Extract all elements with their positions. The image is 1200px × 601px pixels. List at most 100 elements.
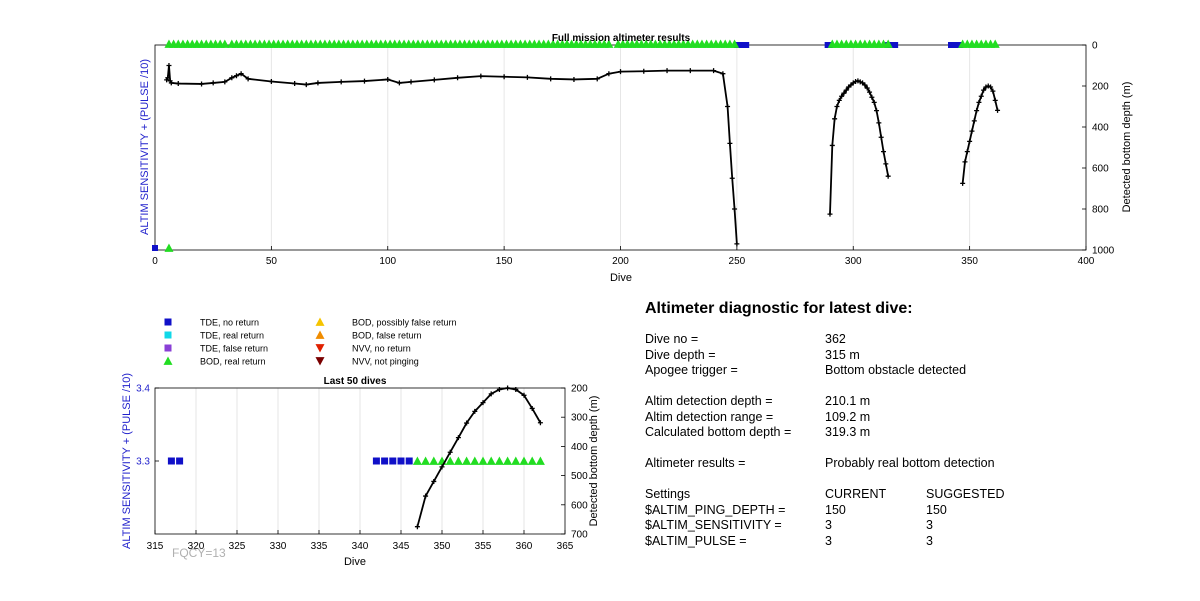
depth-point-marker — [862, 82, 868, 88]
depth-series-line — [165, 65, 738, 244]
diag-key: Apogee trigger = — [645, 363, 738, 377]
depth-point-marker — [478, 73, 484, 79]
depth-point-marker — [199, 81, 205, 87]
depth-point-marker — [414, 524, 420, 530]
top-chart-x-ticks: 0 50 100 150 200 250 300 350 400 — [152, 246, 1095, 267]
tde-no-return-marker — [892, 42, 899, 48]
bod-real-return-marker — [604, 39, 614, 48]
depth-point-marker — [505, 385, 511, 391]
top-x-tick-label: 150 — [496, 256, 513, 267]
bod-real-return-marker — [519, 456, 529, 465]
settings-header: Settings CURRENT SUGGESTED — [645, 487, 1065, 503]
settings-header-label: Settings — [645, 487, 691, 501]
depth-point-marker — [869, 94, 875, 100]
bod-real-return-marker — [527, 456, 537, 465]
depth-point-marker — [361, 78, 367, 84]
diag-value: 319.3 m — [825, 425, 871, 439]
legend-triangle-up-marker — [163, 356, 173, 365]
diag-row-apogee-trigger: Apogee trigger = Bottom obstacle detected — [645, 363, 1065, 379]
bottom-chart-x-ticks: 315 320 325 330 335 340 345 350 355 360 365 — [147, 530, 574, 552]
tde-no-return-marker — [372, 457, 380, 465]
top-chart: 0 50 100 150 200 250 300 350 400 0 200 400 600 800 10… — [139, 33, 1133, 284]
top-x-tick-label: 50 — [266, 256, 278, 267]
depth-point-marker — [408, 79, 414, 85]
depth-point-marker — [168, 80, 174, 86]
bottom-right-y-tick-label: 700 — [571, 530, 588, 541]
bottom-x-tick-label: 335 — [311, 541, 328, 552]
depth-point-marker — [606, 71, 612, 77]
setting-row-sensitivity: $ALTIM_SENSITIVITY = 3 3 — [645, 518, 1065, 534]
diag-value: Bottom obstacle detected — [825, 363, 967, 377]
bod-real-return-marker — [990, 39, 1000, 48]
top-y-tick-label: 400 — [1092, 123, 1109, 134]
depth-point-marker — [864, 85, 870, 91]
depth-point-marker — [687, 68, 693, 74]
depth-point-marker — [976, 99, 982, 105]
depth-point-marker — [729, 175, 735, 181]
bottom-chart-left-y-ticks: 3.3 3.4 — [136, 384, 159, 468]
legend-square-marker — [164, 331, 172, 339]
diag-spacer — [645, 441, 1065, 457]
depth-point-marker — [423, 493, 429, 499]
diag-key: Altimeter results = — [645, 456, 746, 470]
depth-point-marker — [233, 73, 239, 79]
depth-point-marker — [960, 180, 966, 186]
bottom-x-tick-label: 355 — [475, 541, 492, 552]
top-x-tick-label: 350 — [961, 256, 978, 267]
settings-header-current: CURRENT — [825, 487, 887, 501]
depth-point-marker — [981, 87, 987, 93]
bottom-right-y-tick-label: 500 — [571, 471, 588, 482]
legend-item-label: NVV, not pinging — [352, 357, 419, 367]
legend-item-label: TDE, real return — [200, 331, 264, 341]
setting-current: 150 — [825, 502, 846, 517]
legend-item-label: BOD, possibly false return — [352, 318, 457, 328]
depth-point-marker — [990, 88, 996, 94]
depth-point-marker — [222, 79, 228, 85]
bod-real-return-marker — [730, 39, 740, 48]
bod-real-return-marker — [486, 456, 496, 465]
depth-point-marker — [876, 120, 882, 126]
tde-no-return-marker — [381, 457, 389, 465]
top-x-tick-label: 400 — [1078, 256, 1095, 267]
diag-row-detection-range: Altim detection range = 109.2 m — [645, 410, 1065, 426]
depth-point-marker — [883, 161, 889, 167]
diag-value: 109.2 m — [825, 409, 871, 424]
bottom-right-y-tick-label: 200 — [571, 384, 588, 395]
diag-spacer — [645, 472, 1065, 488]
bottom-right-y-tick-label: 600 — [571, 500, 588, 511]
depth-point-marker — [967, 138, 973, 144]
depth-point-marker — [501, 74, 507, 80]
setting-key: $ALTIM_SENSITIVITY = — [645, 518, 782, 532]
bottom-right-y-tick-label: 300 — [571, 413, 588, 424]
legend-square-marker — [164, 344, 172, 352]
bottom-chart-depth-line — [414, 385, 543, 530]
diag-row-dive-no: Dive no = 362 — [645, 332, 1065, 348]
top-y-tick-label: 200 — [1092, 82, 1109, 93]
top-y-tick-label: 1000 — [1092, 246, 1115, 257]
bod-real-return-marker — [883, 39, 893, 48]
bod-real-return-marker — [478, 456, 488, 465]
bottom-chart-right-y-ticks: 200 300 400 500 600 700 — [561, 384, 588, 541]
setting-row-ping-depth: $ALTIM_PING_DEPTH = 150 150 — [645, 503, 1065, 519]
top-x-tick-label: 0 — [152, 256, 158, 267]
top-x-tick-label: 300 — [845, 256, 862, 267]
bottom-chart-left-y-label: ALTIM SENSITIVITY + (PULSE /10) — [121, 373, 133, 549]
top-x-tick-label: 100 — [379, 256, 396, 267]
bod-real-return-marker — [503, 456, 513, 465]
depth-point-marker — [829, 142, 835, 148]
settings-header-suggested: SUGGESTED — [926, 487, 1005, 501]
bod-real-return-marker — [220, 39, 230, 48]
depth-point-marker — [229, 75, 235, 81]
diag-value: 315 m — [825, 347, 860, 362]
depth-point-marker — [871, 99, 877, 105]
top-y-tick-label: 800 — [1092, 205, 1109, 216]
depth-point-marker — [974, 108, 980, 114]
depth-point-marker — [524, 74, 530, 80]
depth-point-marker — [315, 80, 321, 86]
bottom-x-tick-label: 350 — [434, 541, 451, 552]
bottom-right-y-tick-label: 400 — [571, 442, 588, 453]
diag-row-detection-depth: Altim detection depth = 210.1 m — [645, 394, 1065, 410]
depth-point-marker — [292, 81, 298, 87]
setting-key: $ALTIM_PING_DEPTH = — [645, 502, 786, 517]
